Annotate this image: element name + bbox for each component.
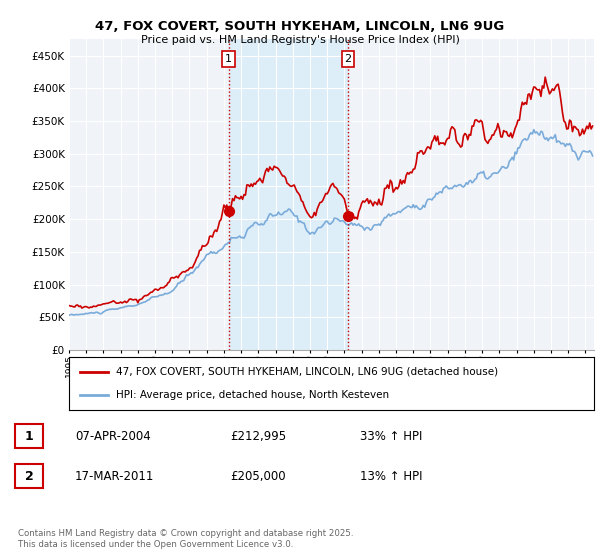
Text: 1: 1	[225, 54, 232, 64]
Text: 1: 1	[25, 430, 34, 443]
Text: HPI: Average price, detached house, North Kesteven: HPI: Average price, detached house, Nort…	[116, 390, 389, 400]
Bar	[229, 39, 348, 350]
Text: Contains HM Land Registry data © Crown copyright and database right 2025.
This d: Contains HM Land Registry data © Crown c…	[18, 529, 353, 549]
Text: 2: 2	[25, 470, 34, 483]
Text: 47, FOX COVERT, SOUTH HYKEHAM, LINCOLN, LN6 9UG (detached house): 47, FOX COVERT, SOUTH HYKEHAM, LINCOLN, …	[116, 367, 499, 377]
Text: 2: 2	[344, 54, 352, 64]
FancyBboxPatch shape	[15, 424, 43, 449]
Text: 33% ↑ HPI: 33% ↑ HPI	[360, 430, 422, 443]
Text: £212,995: £212,995	[230, 430, 286, 443]
Text: Price paid vs. HM Land Registry's House Price Index (HPI): Price paid vs. HM Land Registry's House …	[140, 35, 460, 45]
Text: £205,000: £205,000	[230, 470, 286, 483]
Text: 07-APR-2004: 07-APR-2004	[75, 430, 151, 443]
Text: 47, FOX COVERT, SOUTH HYKEHAM, LINCOLN, LN6 9UG: 47, FOX COVERT, SOUTH HYKEHAM, LINCOLN, …	[95, 20, 505, 32]
Text: 13% ↑ HPI: 13% ↑ HPI	[360, 470, 422, 483]
FancyBboxPatch shape	[15, 464, 43, 488]
Text: 17-MAR-2011: 17-MAR-2011	[75, 470, 154, 483]
